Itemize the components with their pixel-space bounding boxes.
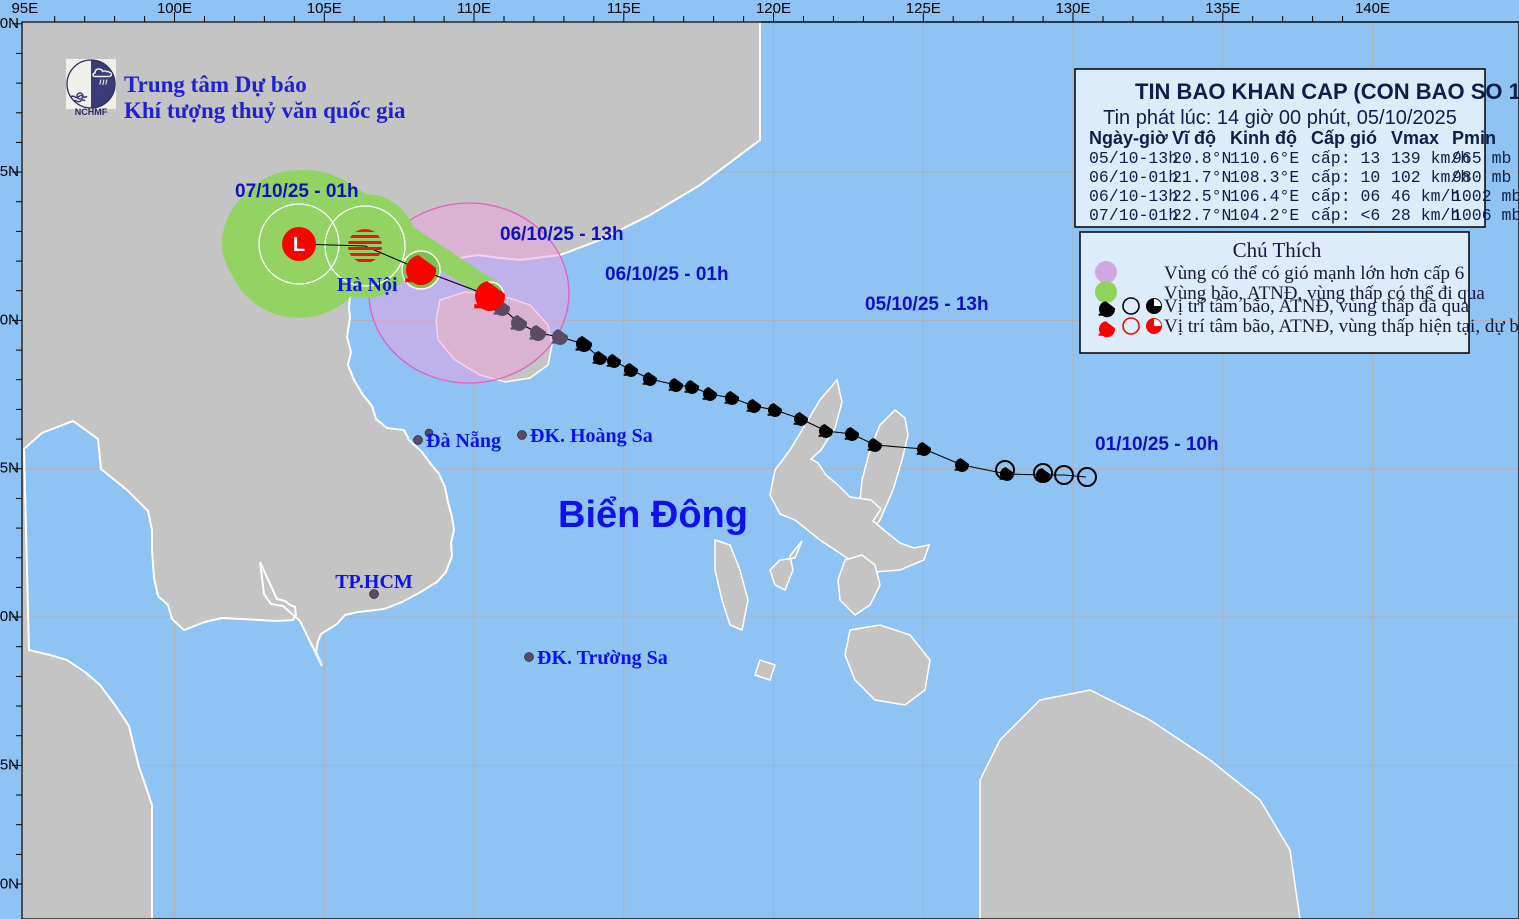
svg-text:20.8°N: 20.8°N — [1172, 149, 1231, 168]
svg-text:06/10/25 - 13h: 06/10/25 - 13h — [500, 224, 624, 245]
svg-text:Vĩ độ: Vĩ độ — [1172, 128, 1216, 148]
svg-text:cấp: 06: cấp: 06 — [1311, 187, 1380, 206]
svg-text:115E: 115E — [607, 0, 641, 17]
svg-text:5N: 5N — [0, 756, 19, 773]
svg-text:104.2°E: 104.2°E — [1230, 206, 1299, 225]
svg-text:Tin phát lúc: 14 giờ 00 phút,: Tin phát lúc: 14 giờ 00 phút, 05/10/2025 — [1103, 107, 1457, 129]
svg-text:Vị trí tâm bão, ATNĐ, vùng thấ: Vị trí tâm bão, ATNĐ, vùng thấp hiện tại… — [1164, 316, 1519, 337]
svg-text:Trung tâm Dự báo: Trung tâm Dự báo — [124, 72, 307, 97]
svg-text:TIN BAO KHAN CAP (CON BAO SO 1: TIN BAO KHAN CAP (CON BAO SO 11)- — [1135, 79, 1519, 104]
svg-text:15N: 15N — [0, 460, 19, 477]
svg-text:21.7°N: 21.7°N — [1172, 168, 1231, 187]
svg-text:05/10-13h: 05/10-13h — [1089, 149, 1178, 168]
svg-text:06/10/25 - 01h: 06/10/25 - 01h — [605, 264, 729, 285]
svg-text:Vmax: Vmax — [1391, 128, 1439, 148]
svg-text:106.4°E: 106.4°E — [1230, 187, 1299, 206]
svg-text:05/10/25 - 13h: 05/10/25 - 13h — [865, 294, 989, 315]
svg-text:Hà Nội: Hà Nội — [337, 274, 398, 296]
svg-text:07/10/25 - 01h: 07/10/25 - 01h — [235, 181, 359, 202]
svg-text:130E: 130E — [1055, 0, 1090, 17]
svg-text:965 mb: 965 mb — [1452, 149, 1511, 168]
svg-text:Đà Nẵng: Đà Nẵng — [426, 430, 501, 452]
svg-text:10N: 10N — [0, 608, 19, 625]
svg-text:135E: 135E — [1205, 0, 1240, 17]
svg-text:100E: 100E — [157, 0, 192, 17]
svg-text:110.6°E: 110.6°E — [1230, 149, 1299, 168]
svg-text:110E: 110E — [457, 0, 491, 17]
svg-text:Cấp gió: Cấp gió — [1311, 128, 1377, 148]
svg-text:Vùng có thể có gió mạnh lớn hơ: Vùng có thể có gió mạnh lớn hơn cấp 6 — [1164, 263, 1464, 284]
svg-text:1002 mb: 1002 mb — [1452, 187, 1519, 206]
svg-text:22.5°N: 22.5°N — [1172, 187, 1231, 206]
svg-text:108.3°E: 108.3°E — [1230, 168, 1299, 187]
svg-text:120E: 120E — [756, 0, 791, 17]
svg-text:Khí tượng thuỷ văn quốc gia: Khí tượng thuỷ văn quốc gia — [124, 98, 406, 123]
svg-text:125E: 125E — [906, 0, 941, 17]
svg-text:TP.HCM: TP.HCM — [335, 571, 413, 593]
svg-text:30N: 30N — [0, 15, 19, 32]
svg-text:cấp: 13: cấp: 13 — [1311, 149, 1380, 168]
svg-text:Biển Đông: Biển Đông — [558, 494, 748, 536]
svg-text:06/10-13h: 06/10-13h — [1089, 187, 1178, 206]
svg-text:Pmin: Pmin — [1452, 128, 1496, 148]
svg-text:NCHMF: NCHMF — [75, 107, 108, 117]
svg-text:06/10-01h: 06/10-01h — [1089, 168, 1178, 187]
svg-text:L: L — [293, 234, 305, 256]
svg-text:cấp: <6: cấp: <6 — [1311, 206, 1380, 225]
svg-text:07/10-01h: 07/10-01h — [1089, 206, 1178, 225]
svg-text:Chú Thích: Chú Thích — [1233, 238, 1322, 262]
svg-text:ĐK. Hoàng Sa: ĐK. Hoàng Sa — [530, 425, 653, 447]
svg-text:980 mb: 980 mb — [1452, 168, 1511, 187]
svg-text:20N: 20N — [0, 311, 19, 328]
svg-text:25N: 25N — [0, 163, 19, 180]
svg-text:1006 mb: 1006 mb — [1452, 206, 1519, 225]
svg-text:cấp: 10: cấp: 10 — [1311, 168, 1380, 187]
svg-text:Ngày-giờ: Ngày-giờ — [1089, 128, 1168, 148]
svg-text:Kinh độ: Kinh độ — [1230, 128, 1297, 148]
svg-text:46 km/h: 46 km/h — [1391, 187, 1460, 206]
svg-text:140E: 140E — [1355, 0, 1390, 17]
svg-text:Vị trí tâm bão, ATNĐ, vùng thấ: Vị trí tâm bão, ATNĐ, vùng thấp đã qua — [1164, 296, 1470, 317]
svg-text:28 km/h: 28 km/h — [1391, 206, 1460, 225]
svg-text:105E: 105E — [307, 0, 342, 17]
svg-text:01/10/25 - 10h: 01/10/25 - 10h — [1095, 434, 1219, 455]
svg-text:ĐK. Trường Sa: ĐK. Trường Sa — [537, 647, 668, 669]
svg-text:22.7°N: 22.7°N — [1172, 206, 1231, 225]
svg-text:0N: 0N — [0, 876, 19, 893]
